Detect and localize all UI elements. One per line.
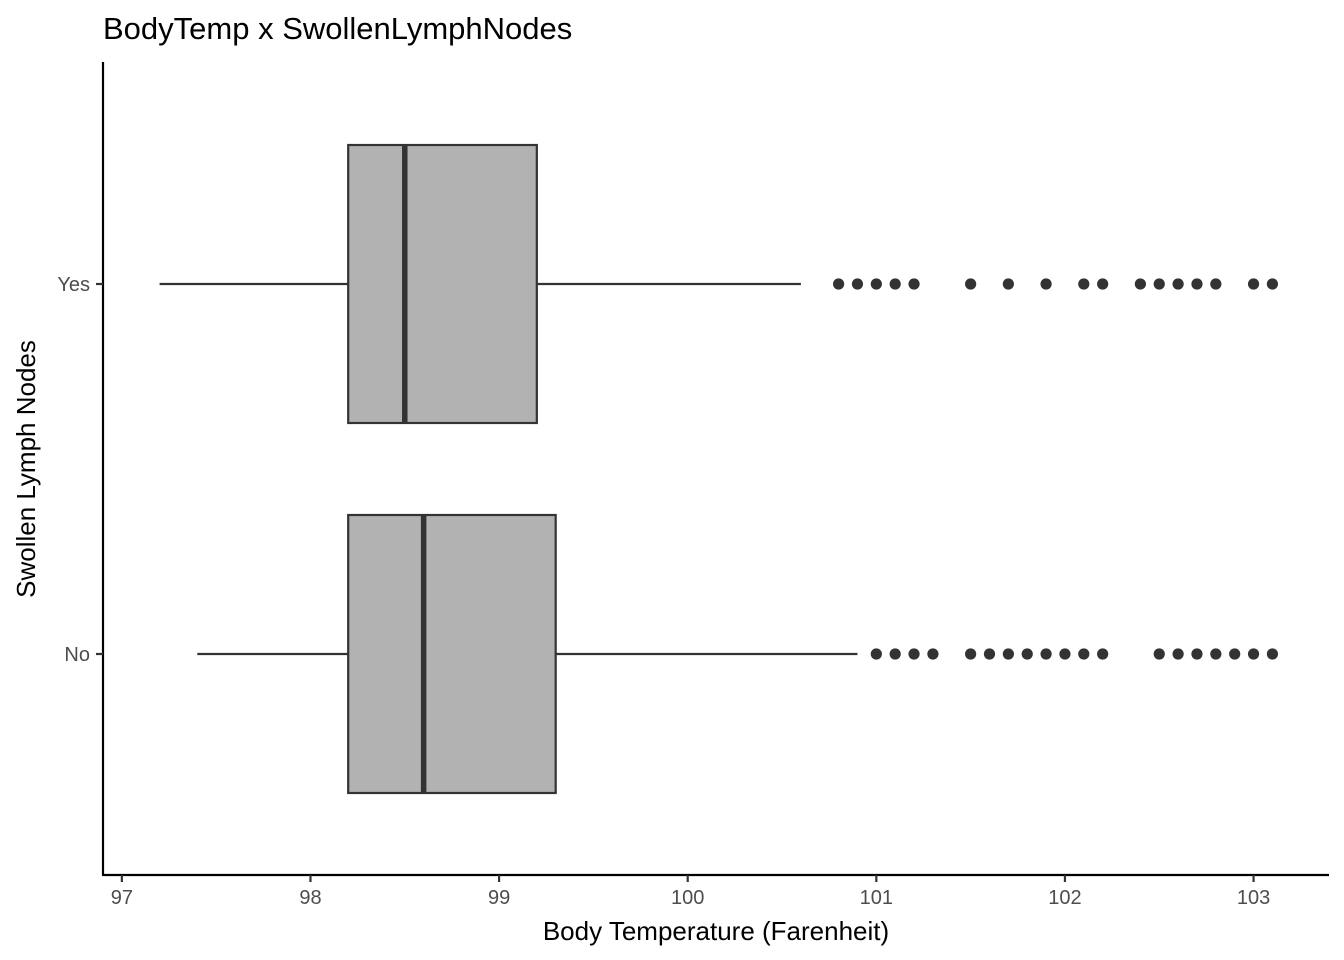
outlier-point: [1078, 648, 1090, 660]
outlier-point: [1191, 648, 1203, 660]
outlier-point: [908, 278, 920, 290]
outlier-point: [1040, 648, 1052, 660]
outlier-point: [927, 648, 939, 660]
outlier-point: [1210, 648, 1222, 660]
outlier-point: [889, 648, 901, 660]
x-axis-title: Body Temperature (Farenheit): [543, 916, 889, 946]
outlier-point: [1247, 648, 1260, 660]
y-tick-label: Yes: [57, 274, 90, 296]
x-axis-ticks: 97 98 99 100 101 102 103: [111, 875, 1270, 909]
outlier-point: [833, 278, 845, 290]
outlier-point: [1097, 278, 1109, 290]
outlier-point: [1172, 648, 1184, 660]
outlier-point: [1266, 278, 1279, 290]
outlier-point: [1002, 278, 1014, 290]
outlier-point: [1134, 278, 1146, 290]
outlier-point: [889, 278, 901, 290]
x-tick-label: 98: [299, 887, 321, 909]
iqr-box: [347, 143, 538, 425]
outlier-point: [908, 648, 920, 660]
outlier-point: [1097, 648, 1109, 660]
outlier-point: [1191, 278, 1203, 290]
x-tick-label: 103: [1237, 887, 1270, 909]
chart-title: BodyTemp x SwollenLymphNodes: [103, 11, 572, 46]
outlier-point: [1229, 648, 1241, 660]
outlier-point: [870, 648, 882, 660]
plot-area: [159, 143, 1279, 795]
outlier-point: [1153, 648, 1165, 660]
outlier-point: [1153, 278, 1165, 290]
x-tick-label: 102: [1048, 887, 1081, 909]
outlier-point: [1059, 648, 1071, 660]
iqr-box: [347, 513, 557, 795]
outlier-point: [983, 648, 996, 660]
x-tick-label: 97: [111, 887, 133, 909]
x-tick-label: 99: [488, 887, 510, 909]
outlier-point: [965, 278, 977, 290]
y-axis-ticks: Yes No: [57, 274, 103, 666]
outlier-point: [1002, 648, 1014, 660]
boxplot-no: [197, 513, 1279, 795]
outlier-point: [1172, 278, 1184, 290]
outlier-point: [870, 278, 882, 290]
x-tick-label: 100: [671, 887, 704, 909]
y-axis-title: Swollen Lymph Nodes: [11, 340, 41, 598]
outlier-point: [1210, 278, 1222, 290]
outlier-point: [965, 648, 977, 660]
outlier-point: [851, 278, 864, 290]
outlier-point: [1040, 278, 1052, 290]
y-tick-label: No: [64, 644, 90, 666]
outlier-point: [1247, 278, 1260, 290]
boxplot-yes: [159, 143, 1279, 425]
x-tick-label: 101: [860, 887, 893, 909]
outlier-point: [1078, 278, 1090, 290]
outlier-point: [1266, 648, 1279, 660]
outlier-point: [1021, 648, 1033, 660]
